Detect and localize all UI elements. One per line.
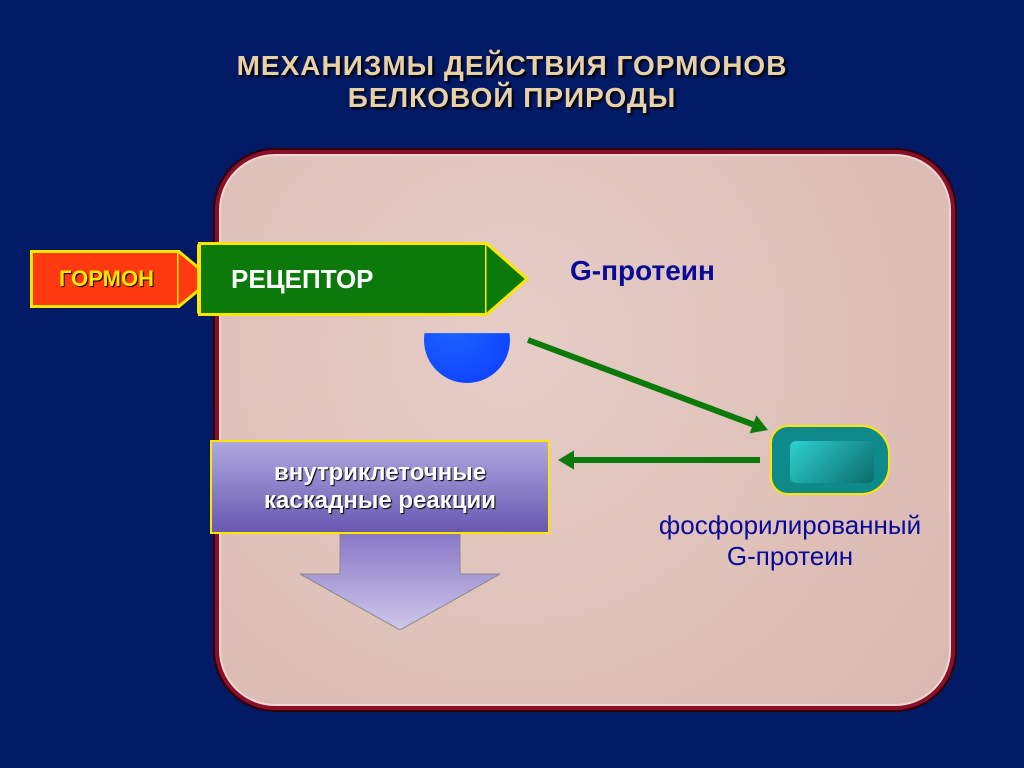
cascade-reactions-box: внутриклеточные каскадные реакции [210, 440, 550, 534]
receptor-label: РЕЦЕПТОР [198, 242, 488, 316]
arrow-phospho-to-cascade-icon [540, 442, 778, 478]
receptor-arrowhead-icon [485, 242, 530, 316]
slide: МЕХАНИЗМЫ ДЕЙСТВИЯ ГОРМОНОВ БЕЛКОВОЙ ПРИ… [0, 0, 1024, 768]
arrow-gprotein-to-phospho-icon [510, 322, 786, 448]
hormone-label: ГОРМОН [30, 250, 180, 308]
cascade-line-2: каскадные реакции [264, 487, 496, 515]
slide-title: МЕХАНИЗМЫ ДЕЙСТВИЯ ГОРМОНОВ БЕЛКОВОЙ ПРИ… [0, 50, 1024, 114]
phospho-gprotein-label: фосфорилированный G-протеин [610, 510, 970, 572]
cascade-line-1: внутриклеточные [274, 459, 486, 487]
hormone-shape: ГОРМОН [30, 250, 215, 308]
cascade-down-arrow-icon [300, 534, 500, 630]
phospho-gprotein-shape [770, 425, 890, 495]
phospho-label-line-2: G-протеин [727, 541, 853, 571]
phospho-inner-highlight [790, 441, 874, 483]
title-line-1: МЕХАНИЗМЫ ДЕЙСТВИЯ ГОРМОНОВ [0, 50, 1024, 82]
gprotein-label: G-протеин [570, 255, 715, 287]
receptor-shape: РЕЦЕПТОР [198, 242, 530, 316]
phospho-label-line-1: фосфорилированный [659, 510, 921, 540]
title-line-2: БЕЛКОВОЙ ПРИРОДЫ [0, 82, 1024, 114]
